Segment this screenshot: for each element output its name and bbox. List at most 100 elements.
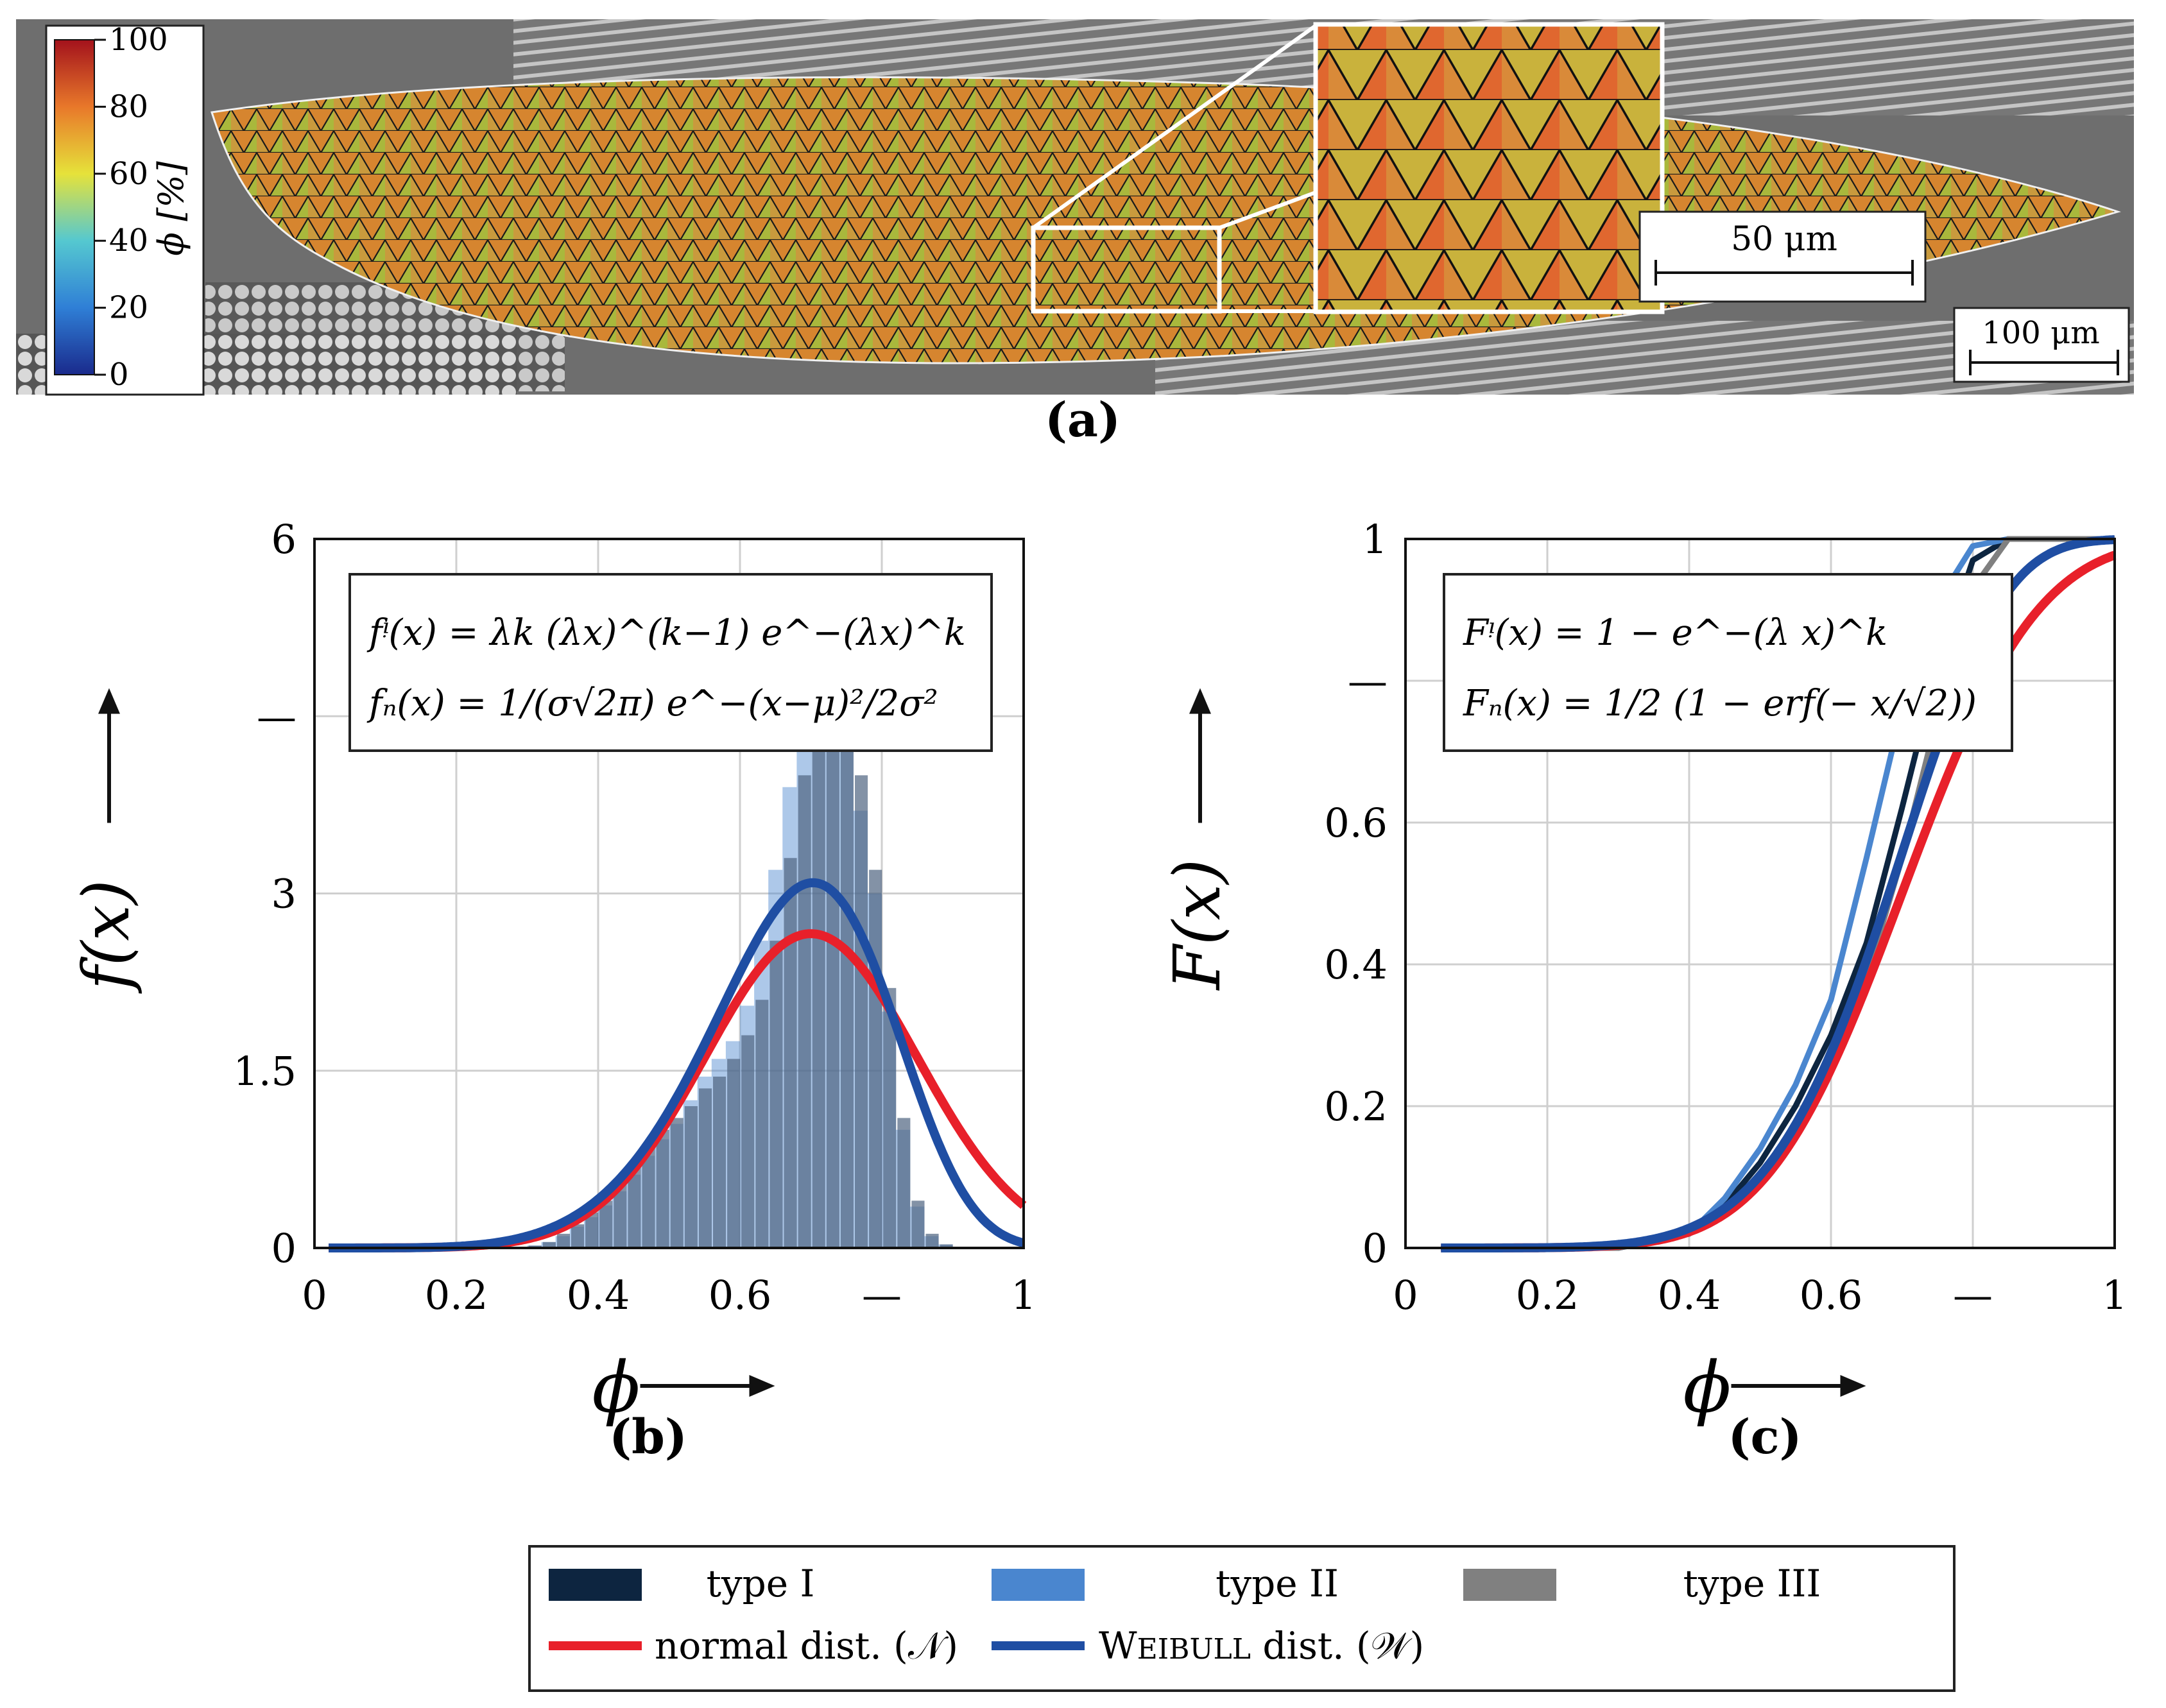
y-tick-label: 1 (1362, 516, 1388, 563)
main-scalebar-label: 100 μm (1982, 315, 2100, 351)
y-tick-label: — (257, 693, 297, 740)
hist-bar-type3 (599, 1200, 613, 1248)
legend-box (528, 1545, 1955, 1692)
legend-swatch-type3 (1463, 1569, 1556, 1601)
colorbar-tick-label: 0 (109, 357, 129, 393)
x-tick-label: — (1953, 1272, 1993, 1319)
colorbar-tick-label: 80 (109, 89, 148, 124)
hist-bar-type3 (642, 1147, 655, 1248)
colorbar-gradient (54, 39, 95, 375)
panel-a-label: (a) (1045, 393, 1121, 448)
y-axis-arrowhead (1189, 688, 1211, 714)
hist-bar-type3 (784, 858, 797, 1248)
x-axis-label: ϕ (1683, 1346, 1732, 1428)
x-tick-label: 0 (1393, 1272, 1418, 1319)
x-tick-label: — (862, 1272, 902, 1319)
formula-b-weibull: fᵎ(x) = λk (λx)^(k−1) e^−(λx)^k (366, 612, 966, 654)
colorbar-tick-label: 100 (109, 22, 168, 58)
hist-bar-type3 (869, 869, 882, 1248)
formula-box-b (348, 573, 993, 752)
plot-frame (1404, 538, 2116, 1249)
x-axis-arrowhead (1840, 1375, 1866, 1397)
zoom-line-mid (1218, 191, 1317, 230)
formula-box-c (1443, 573, 2013, 752)
hist-bar-type3 (556, 1233, 571, 1248)
hist-bar-type3 (698, 1088, 712, 1248)
legend-label-normal: normal dist. (𝒩) (655, 1624, 958, 1668)
hist-bar-type3 (755, 1000, 769, 1248)
hist-bar-type3 (727, 1059, 741, 1248)
x-axis-label: ϕ (592, 1346, 640, 1428)
y-axis-label: F(x) (1160, 859, 1235, 991)
hist-bar-type3 (798, 775, 811, 1248)
hist-bar-type3 (628, 1165, 641, 1248)
x-axis-arrowhead (749, 1375, 775, 1397)
hist-bar-type3 (614, 1183, 627, 1248)
hist-bar-type3 (713, 1076, 726, 1248)
y-tick-label: 3 (271, 871, 297, 918)
colorbar-tick-label: 20 (109, 290, 148, 326)
legend-label-type2: type II (1216, 1562, 1339, 1605)
x-tick-label: 0.4 (567, 1272, 630, 1319)
x-tick-label: 0.4 (1658, 1272, 1721, 1319)
x-tick-label: 0 (302, 1272, 327, 1319)
hist-bar-type3 (812, 704, 825, 1248)
panel-b-formula-box: fᵎ(x) = λk (λx)^(k−1) e^−(λx)^k fₙ(x) = … (348, 573, 993, 752)
main-scalebar-box (1953, 307, 2130, 383)
colorbar-tick-label: 60 (109, 156, 148, 192)
zoom-line-top (1032, 24, 1317, 230)
colorbar-tick-label: 40 (109, 223, 148, 259)
formula-b-normal: fₙ(x) = 1/(σ√2π) e^−(x−μ)²/2σ² (366, 683, 938, 724)
y-axis-arrowhead (98, 688, 120, 714)
y-tick-label: 0 (271, 1225, 297, 1272)
hist-bar-type3 (571, 1224, 585, 1248)
hist-bar-type3 (585, 1212, 599, 1248)
main-scalebar (1969, 350, 2119, 375)
hist-bar-type3 (940, 1244, 953, 1248)
x-tick-label: 1 (2102, 1272, 2127, 1319)
panel-c-plot: 0 0.2 0.4 0.6 — 1 0 0.2 0.4 0.6 — 1 ϕ F(x) (1160, 516, 2127, 1428)
x-tick-label: 0.6 (709, 1272, 772, 1319)
colorbar-title: ϕ [%] (151, 160, 191, 255)
legend-swatch-type2 (992, 1569, 1085, 1601)
formula-c-weibull: Fᵎ(x) = 1 − e^−(λ x)^k (1463, 612, 1887, 654)
hist-bar-type3 (542, 1242, 556, 1248)
x-tick-label: 0.6 (1800, 1272, 1863, 1319)
y-tick-label: 0.4 (1324, 941, 1388, 988)
legend-label-type3: type III (1683, 1562, 1821, 1605)
panel-b-label: (b) (609, 1410, 687, 1465)
hist-bar-type3 (911, 1200, 925, 1248)
inset-scalebar-box (1638, 210, 1927, 303)
hist-bar-type3 (656, 1129, 669, 1248)
x-tick-label: 0.2 (425, 1272, 488, 1319)
plot-frame (313, 538, 1025, 1249)
legend: type I type II type III normal dist. (𝒩)… (528, 1545, 1955, 1692)
legend-label-weibull: WEIBULL dist. (𝒲) (1099, 1624, 1424, 1668)
hist-bar-type3 (684, 1106, 698, 1248)
hist-bar-type3 (883, 987, 897, 1248)
hist-bar-type3 (897, 1118, 911, 1248)
panel-b-plot: 0 0.2 0.4 0.6 — 1 0 1.5 3 — 6 ϕ f(x) (69, 516, 1036, 1428)
inset-zoom-mesh (1313, 22, 1665, 314)
hist-bar-type3 (741, 1035, 755, 1248)
legend-swatch-type1 (549, 1569, 642, 1601)
y-axis-label: f(x) (69, 880, 144, 994)
hist-bar-type3 (925, 1233, 939, 1248)
inset-scalebar (1655, 260, 1914, 286)
inset-scalebar-label: 50 μm (1731, 220, 1837, 259)
colorbar-ticks: 100 80 60 40 20 0 (94, 22, 168, 393)
legend-label-type1: type I (707, 1562, 815, 1605)
zoom-box (1031, 225, 1222, 314)
y-tick-label: 0.2 (1324, 1083, 1388, 1130)
y-tick-label: — (1348, 658, 1388, 705)
x-tick-label: 0.2 (1516, 1272, 1579, 1319)
formula-c-normal: Fₙ(x) = 1/2 (1 − erf(− x/√2)) (1463, 683, 1977, 724)
hist-bar-type3 (670, 1118, 683, 1248)
panel-a-micrograph: 50 μm 100 μm 100 80 60 40 20 0 ϕ [%] (16, 19, 2134, 396)
y-tick-label: 0.6 (1324, 799, 1388, 846)
panel-c-formula-box: Fᵎ(x) = 1 − e^−(λ x)^k Fₙ(x) = 1/2 (1 − … (1443, 573, 2013, 752)
y-tick-label: 6 (271, 516, 297, 563)
hist-bar-type3 (769, 941, 783, 1248)
hist-bar-type3 (855, 775, 868, 1248)
